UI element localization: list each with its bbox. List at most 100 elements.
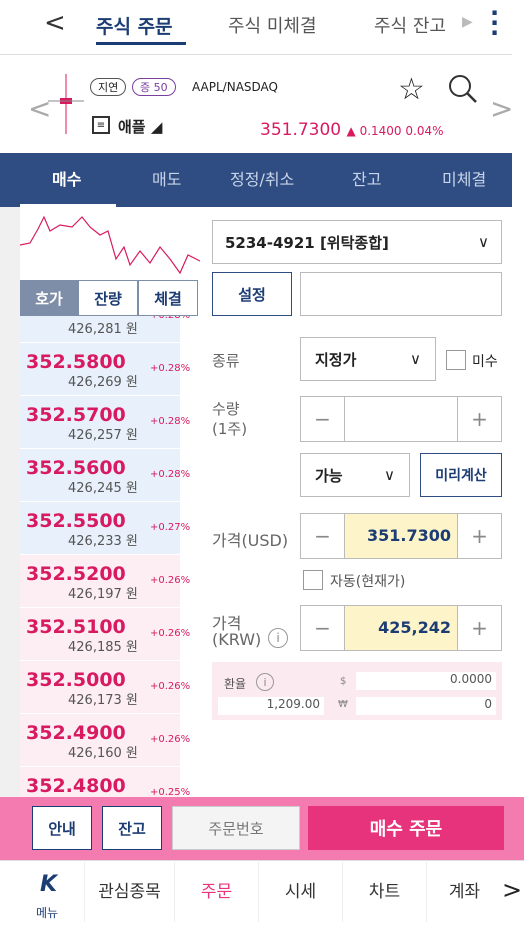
- book-pct: +0.28%: [150, 469, 191, 480]
- price: 351.7300: [260, 120, 342, 140]
- book-row[interactable]: 352.5600 426,245 원 +0.28%: [20, 449, 190, 502]
- book-krw: 426,257 원: [68, 428, 138, 443]
- stock-name-text: 애플: [118, 118, 146, 136]
- book-tab-volume[interactable]: 잔량: [78, 280, 138, 316]
- book-row[interactable]: 352.5000 426,173 원 +0.26%: [20, 661, 190, 714]
- usd-value: 0.0000: [356, 672, 496, 690]
- book-price: 352.5100: [26, 616, 126, 638]
- auto-checkbox[interactable]: [303, 570, 323, 590]
- book-krw: 426,185 원: [68, 640, 138, 655]
- book-krw: 426,245 원: [68, 481, 138, 496]
- book-pct: +0.28%: [150, 316, 190, 321]
- auto-label: 자동(현재가): [330, 574, 406, 590]
- avail-select[interactable]: 가능 ∨: [300, 453, 410, 497]
- sub-tab-buy[interactable]: 매수: [52, 170, 82, 189]
- qty-unit: (1주): [212, 420, 248, 438]
- ticker: AAPL/NASDAQ: [192, 80, 278, 94]
- nav-more[interactable]: >: [502, 876, 523, 904]
- book-pct: +0.26%: [150, 681, 191, 692]
- price-krw-input[interactable]: −425,242 +: [300, 605, 502, 651]
- book-price: 352.5200: [26, 563, 126, 585]
- credit-label: 미수: [472, 354, 498, 370]
- sub-tab-modify[interactable]: 정정/취소: [230, 170, 295, 189]
- type: 지정가: [315, 350, 357, 369]
- tab-order[interactable]: 주식 주문: [96, 16, 173, 38]
- order-book: 352.5900 426,281 원 +0.28% 352.5800 426,269 원…: [20, 316, 200, 797]
- candle-icon: [48, 74, 84, 134]
- nav-menu[interactable]: 메뉴: [36, 906, 59, 920]
- prev-stock[interactable]: <: [28, 92, 52, 125]
- tab-underline: [96, 42, 186, 45]
- book-price: 352.5800: [26, 351, 126, 373]
- book-price: 352.4800: [26, 775, 126, 797]
- tab-balance[interactable]: 주식 잔고: [374, 16, 446, 37]
- nav-watchlist[interactable]: 관심종목: [84, 862, 174, 922]
- fx-info[interactable]: i: [256, 673, 274, 691]
- list-icon[interactable]: ≡: [92, 116, 110, 134]
- book-tab-quote[interactable]: 호가: [20, 280, 78, 316]
- krw-minus[interactable]: −: [301, 606, 345, 650]
- krw-plus[interactable]: +: [457, 606, 501, 650]
- qty-minus[interactable]: −: [301, 397, 345, 441]
- next-stock[interactable]: >: [490, 92, 514, 125]
- guide-button[interactable]: 안내: [32, 806, 92, 850]
- back-button[interactable]: <: [44, 8, 66, 38]
- sub-tab-balance[interactable]: 잔고: [352, 170, 382, 189]
- precalc-button[interactable]: 미리계산: [420, 453, 502, 497]
- book-krw: 426,233 원: [68, 534, 138, 549]
- setting-button[interactable]: 설정: [212, 272, 292, 316]
- book-row[interactable]: 352.5500 426,233 원 +0.27%: [20, 502, 190, 555]
- book-row[interactable]: 352.4800426,148 원+0.25%: [20, 767, 190, 797]
- qty-input[interactable]: − +: [300, 396, 502, 442]
- change: 0.1400: [359, 124, 402, 138]
- sub-tab-underline: [20, 204, 116, 207]
- qty-plus[interactable]: +: [457, 397, 501, 441]
- sub-tab-bar: [0, 153, 512, 207]
- buy-order-button[interactable]: 매수 주문: [308, 806, 504, 850]
- book-row[interactable]: 352.5200 426,197 원 +0.26%: [20, 555, 190, 608]
- password-input[interactable]: [300, 272, 502, 316]
- price-krw: 425,242: [345, 606, 457, 650]
- nav-order[interactable]: 주문: [174, 862, 258, 922]
- search-icon[interactable]: [448, 74, 478, 104]
- book-row[interactable]: 352.5900 426,281 원 +0.28%: [20, 316, 190, 343]
- balance-button[interactable]: 잔고: [102, 806, 162, 850]
- delay-badge: 지연: [90, 78, 127, 96]
- book-row[interactable]: 352.5800 426,269 원 +0.28%: [20, 343, 190, 396]
- divider: [0, 54, 512, 55]
- type-select[interactable]: 지정가 ∨: [300, 337, 436, 381]
- qty-label: 수량: [212, 400, 240, 418]
- order-no-button[interactable]: 주문번호: [172, 806, 300, 850]
- book-row[interactable]: 352.5700 426,257 원 +0.28%: [20, 396, 190, 449]
- usd-plus[interactable]: +: [457, 514, 501, 558]
- account-select[interactable]: 5234-4921 [위탁종합] ∨: [212, 220, 502, 264]
- type-label: 종류: [212, 352, 240, 370]
- book-krw: 426,173 원: [68, 693, 138, 708]
- nav-chart[interactable]: 차트: [342, 862, 426, 922]
- tab-unfilled[interactable]: 주식 미체결: [228, 16, 317, 37]
- book-krw: 426,160 원: [68, 746, 138, 761]
- book-krw: 426,269 원: [68, 375, 138, 390]
- book-tab-trades[interactable]: 체결: [138, 280, 198, 316]
- price-krw-label: 가격: [212, 614, 242, 633]
- sub-tab-sell[interactable]: 매도: [152, 170, 182, 189]
- usd-minus[interactable]: −: [301, 514, 345, 558]
- info-icon[interactable]: i: [268, 628, 288, 648]
- favorite-star[interactable]: ☆: [398, 72, 425, 107]
- book-row[interactable]: 352.5100 426,185 원 +0.26%: [20, 608, 190, 661]
- price-usd-input[interactable]: −351.7300 +: [300, 513, 502, 559]
- nav-quote[interactable]: 시세: [258, 862, 342, 922]
- menu-logo[interactable]: K: [40, 872, 58, 897]
- margin-badge: 증 50: [132, 78, 176, 96]
- stock-name[interactable]: 애플 ◢: [118, 118, 163, 136]
- nav-account[interactable]: 계좌: [426, 862, 502, 922]
- book-krw: 426,281 원: [68, 322, 138, 337]
- sub-tab-unfilled[interactable]: 미체결: [442, 170, 487, 189]
- book-pct: +0.27%: [150, 522, 191, 533]
- menu-dots[interactable]: · · ·: [490, 0, 500, 47]
- book-row[interactable]: 352.4900 426,160 원 +0.26%: [20, 714, 190, 767]
- krw-sign: ₩: [338, 699, 348, 710]
- book-price: 352.5500: [26, 510, 126, 532]
- price-line: 351.7300 ▲ 0.1400 0.04%: [260, 120, 444, 140]
- credit-checkbox[interactable]: [446, 350, 466, 370]
